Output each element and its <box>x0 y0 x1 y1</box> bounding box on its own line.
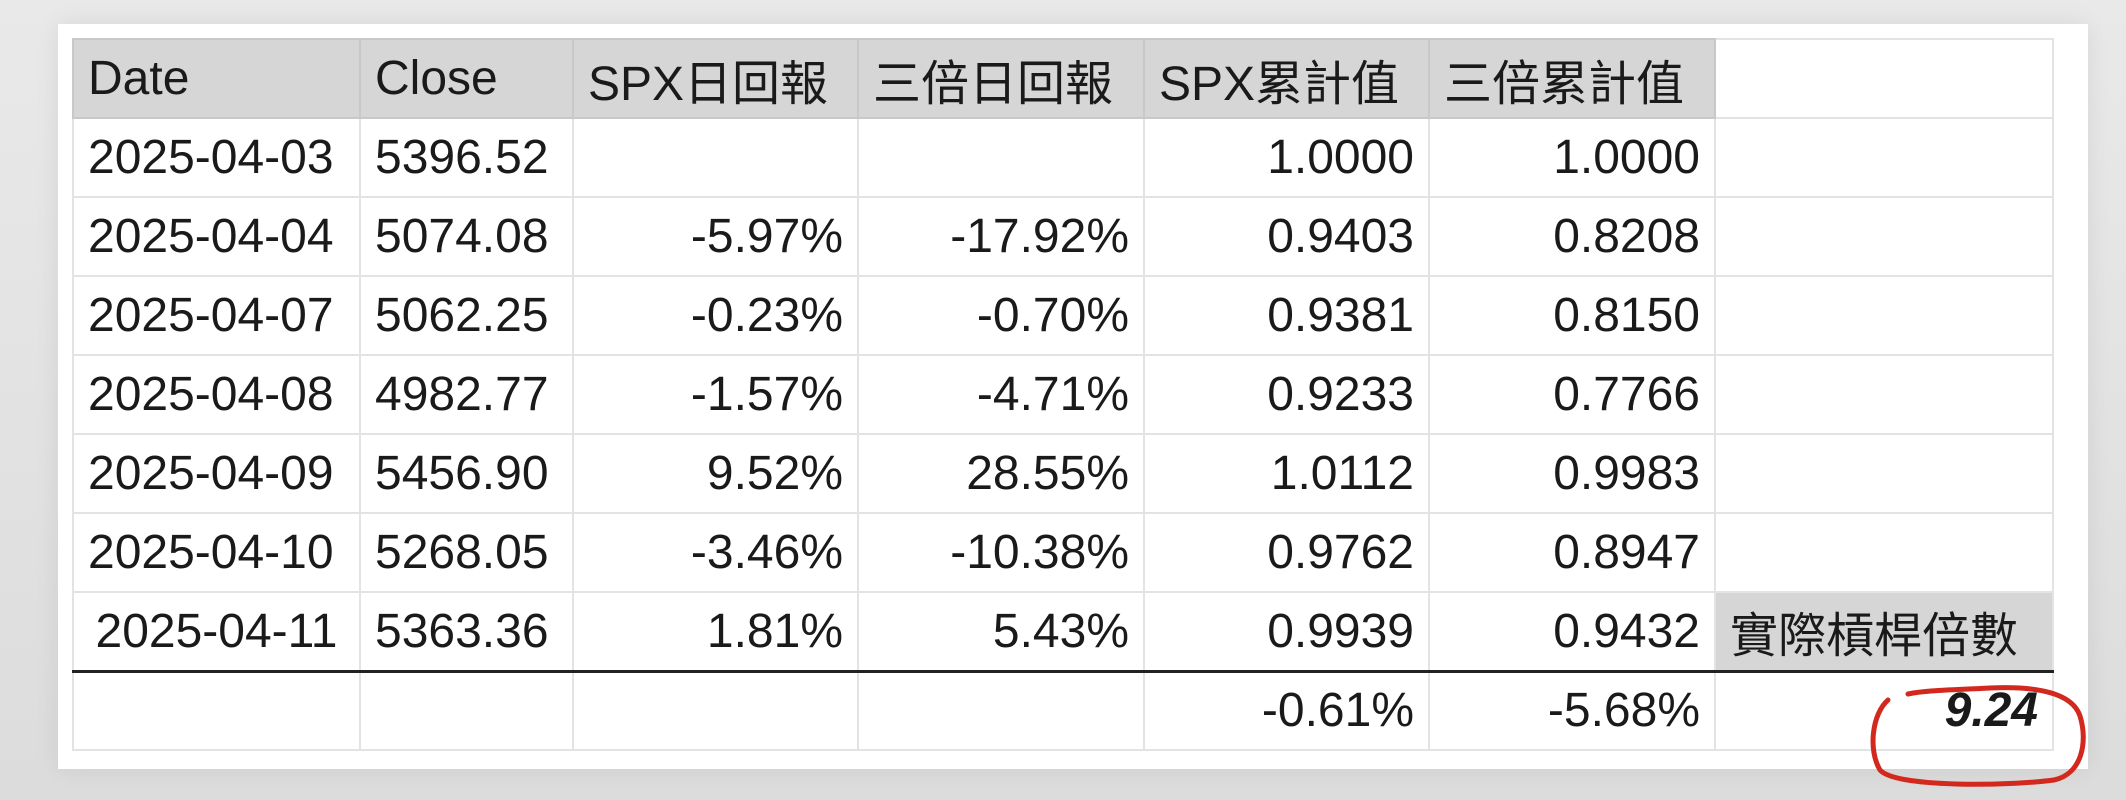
summary-empty-cell[interactable] <box>857 670 1145 751</box>
summary-3x-cumulative-return[interactable]: -5.68% <box>1428 670 1716 751</box>
header-row: Date Close SPX日回報 三倍日回報 SPX累計值 三倍累計值 <box>72 38 2054 119</box>
cell-extra[interactable] <box>1714 433 2054 514</box>
cell-spx-cumulative[interactable]: 1.0112 <box>1143 433 1430 514</box>
cell-spx-return[interactable]: -1.57% <box>572 354 859 435</box>
cell-extra[interactable] <box>1714 275 2054 356</box>
cell-date[interactable]: 2025-04-08 <box>72 354 361 435</box>
header-3x-daily-return[interactable]: 三倍日回報 <box>857 38 1145 119</box>
table-row: 2025-04-09 5456.90 9.52% 28.55% 1.0112 0… <box>72 433 2054 514</box>
cell-close[interactable]: 5396.52 <box>359 117 574 198</box>
cell-spx-return[interactable]: 1.81% <box>572 591 859 673</box>
cell-spx-return[interactable]: 9.52% <box>572 433 859 514</box>
cell-actual-leverage-label[interactable]: 實際槓桿倍數 <box>1714 591 2054 673</box>
header-empty-cell[interactable] <box>1714 38 2054 119</box>
cell-close[interactable]: 5363.36 <box>359 591 574 673</box>
cell-extra[interactable] <box>1714 512 2054 593</box>
cell-spx-return[interactable] <box>572 117 859 198</box>
cell-close[interactable]: 5074.08 <box>359 196 574 277</box>
summary-empty-cell[interactable] <box>572 670 859 751</box>
cell-close[interactable]: 5456.90 <box>359 433 574 514</box>
cell-close[interactable]: 4982.77 <box>359 354 574 435</box>
summary-empty-cell[interactable] <box>72 670 361 751</box>
cell-3x-return[interactable]: 5.43% <box>857 591 1145 673</box>
table-row: 2025-04-11 5363.36 1.81% 5.43% 0.9939 0.… <box>72 591 2054 673</box>
cell-3x-return[interactable]: -0.70% <box>857 275 1145 356</box>
spreadsheet: Date Close SPX日回報 三倍日回報 SPX累計值 三倍累計值 202… <box>58 24 2088 769</box>
cell-3x-return[interactable]: -17.92% <box>857 196 1145 277</box>
cell-3x-cumulative[interactable]: 0.9983 <box>1428 433 1716 514</box>
cell-spx-return[interactable]: -5.97% <box>572 196 859 277</box>
cell-date[interactable]: 2025-04-10 <box>72 512 361 593</box>
cell-close[interactable]: 5062.25 <box>359 275 574 356</box>
data-table: Date Close SPX日回報 三倍日回報 SPX累計值 三倍累計值 202… <box>72 38 2054 751</box>
summary-spx-cumulative-return[interactable]: -0.61% <box>1143 670 1430 751</box>
cell-spx-cumulative[interactable]: 0.9381 <box>1143 275 1430 356</box>
header-3x-cumulative[interactable]: 三倍累計值 <box>1428 38 1716 119</box>
cell-3x-return[interactable]: 28.55% <box>857 433 1145 514</box>
header-spx-daily-return[interactable]: SPX日回報 <box>572 38 859 119</box>
cell-3x-cumulative[interactable]: 0.7766 <box>1428 354 1716 435</box>
cell-spx-cumulative[interactable]: 0.9233 <box>1143 354 1430 435</box>
table-row: 2025-04-04 5074.08 -5.97% -17.92% 0.9403… <box>72 196 2054 277</box>
cell-date[interactable]: 2025-04-04 <box>72 196 361 277</box>
table-row: 2025-04-10 5268.05 -3.46% -10.38% 0.9762… <box>72 512 2054 593</box>
cell-date[interactable]: 2025-04-11 <box>72 591 361 673</box>
header-date[interactable]: Date <box>72 38 361 119</box>
header-spx-cumulative[interactable]: SPX累計值 <box>1143 38 1430 119</box>
header-close[interactable]: Close <box>359 38 574 119</box>
cell-3x-cumulative[interactable]: 0.8150 <box>1428 275 1716 356</box>
cell-spx-return[interactable]: -0.23% <box>572 275 859 356</box>
cell-3x-cumulative[interactable]: 0.8947 <box>1428 512 1716 593</box>
cell-3x-return[interactable] <box>857 117 1145 198</box>
cell-close[interactable]: 5268.05 <box>359 512 574 593</box>
cell-spx-cumulative[interactable]: 0.9762 <box>1143 512 1430 593</box>
table-row: 2025-04-03 5396.52 1.0000 1.0000 <box>72 117 2054 198</box>
actual-leverage-value[interactable]: 9.24 <box>1714 670 2054 751</box>
cell-3x-return[interactable]: -10.38% <box>857 512 1145 593</box>
cell-3x-cumulative[interactable]: 0.8208 <box>1428 196 1716 277</box>
cell-3x-cumulative[interactable]: 0.9432 <box>1428 591 1716 673</box>
cell-extra[interactable] <box>1714 196 2054 277</box>
cell-spx-cumulative[interactable]: 0.9403 <box>1143 196 1430 277</box>
cell-date[interactable]: 2025-04-09 <box>72 433 361 514</box>
cell-extra[interactable] <box>1714 117 2054 198</box>
cell-extra[interactable] <box>1714 354 2054 435</box>
cell-spx-cumulative[interactable]: 1.0000 <box>1143 117 1430 198</box>
cell-3x-return[interactable]: -4.71% <box>857 354 1145 435</box>
cell-3x-cumulative[interactable]: 1.0000 <box>1428 117 1716 198</box>
cell-spx-return[interactable]: -3.46% <box>572 512 859 593</box>
table-row: 2025-04-07 5062.25 -0.23% -0.70% 0.9381 … <box>72 275 2054 356</box>
cell-date[interactable]: 2025-04-03 <box>72 117 361 198</box>
table-row: 2025-04-08 4982.77 -1.57% -4.71% 0.9233 … <box>72 354 2054 435</box>
summary-row: -0.61% -5.68% 9.24 <box>72 670 2054 751</box>
cell-spx-cumulative[interactable]: 0.9939 <box>1143 591 1430 673</box>
cell-date[interactable]: 2025-04-07 <box>72 275 361 356</box>
summary-empty-cell[interactable] <box>359 670 574 751</box>
